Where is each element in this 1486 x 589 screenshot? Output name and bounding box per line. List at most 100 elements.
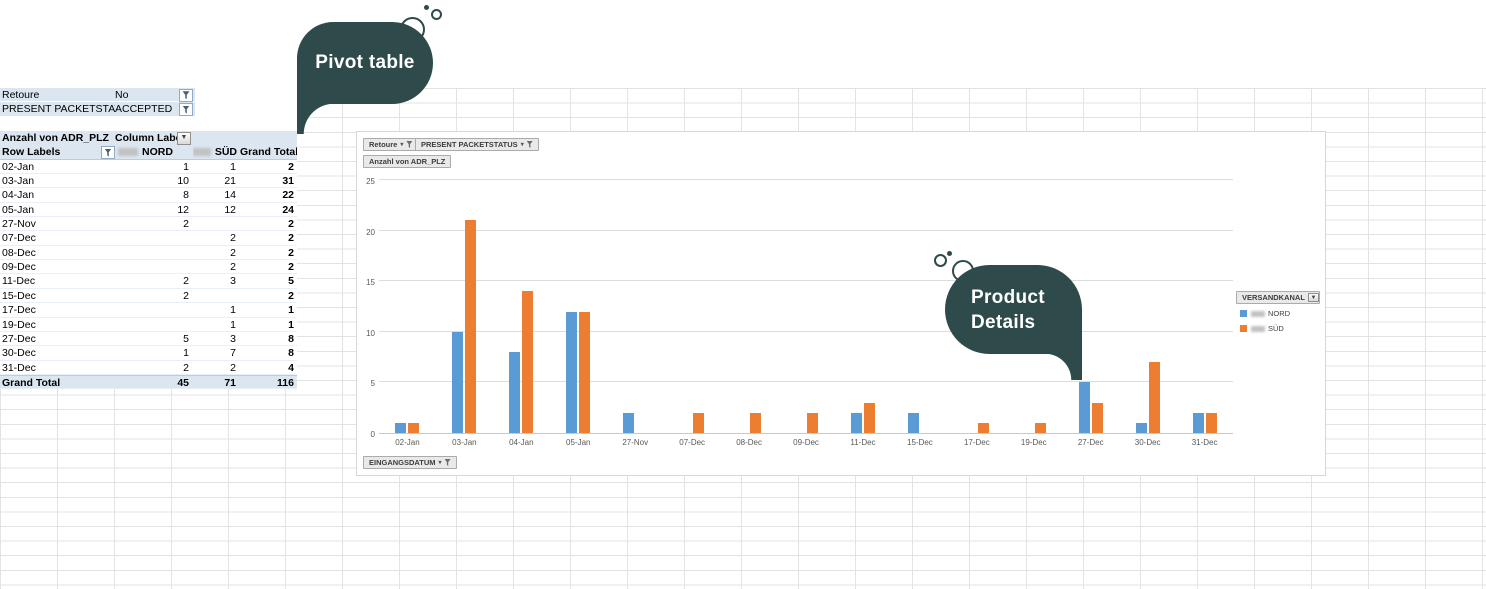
column-labels-header[interactable]: Column Labels bbox=[115, 132, 177, 145]
bar-SÜD-03-Jan[interactable] bbox=[465, 220, 477, 433]
sud-value-cell[interactable]: 1 bbox=[230, 304, 236, 317]
row-label-cell[interactable]: 27-Dec bbox=[2, 332, 36, 345]
bar-SÜD-09-Dec[interactable] bbox=[807, 412, 819, 433]
legend-field-button[interactable]: VERSANDKANAL ▼ bbox=[1236, 291, 1320, 304]
row-label-cell[interactable]: 17-Dec bbox=[2, 304, 36, 317]
row-label-cell[interactable]: 07-Dec bbox=[2, 232, 36, 245]
total-value-cell[interactable]: 2 bbox=[288, 232, 294, 245]
bar-SÜD-07-Dec[interactable] bbox=[693, 412, 705, 433]
filter-value[interactable]: No bbox=[115, 89, 129, 101]
total-value-cell[interactable]: 5 bbox=[288, 275, 294, 288]
total-value-cell[interactable]: 24 bbox=[282, 203, 294, 216]
sud-value-cell[interactable]: 2 bbox=[230, 361, 236, 374]
bar-SÜD-11-Dec[interactable] bbox=[863, 402, 875, 433]
bar-SÜD-05-Jan[interactable] bbox=[579, 311, 591, 433]
row-label-cell[interactable]: 03-Jan bbox=[2, 175, 35, 188]
row-label-cell[interactable]: 05-Jan bbox=[2, 203, 35, 216]
row-label-cell[interactable]: 15-Dec bbox=[2, 289, 36, 302]
total-value-cell[interactable]: 2 bbox=[288, 261, 294, 274]
sud-value-cell[interactable]: 1 bbox=[230, 160, 236, 173]
row-label-cell[interactable]: 30-Dec bbox=[2, 347, 36, 360]
row-label-cell[interactable]: 31-Dec bbox=[2, 361, 36, 374]
total-value-cell[interactable]: 31 bbox=[282, 175, 294, 188]
sud-value-cell[interactable]: 2 bbox=[230, 246, 236, 259]
bar-NORD-11-Dec[interactable] bbox=[850, 412, 862, 433]
filter-button[interactable] bbox=[179, 89, 193, 102]
legend-item-SÜD[interactable]: SÜD bbox=[1240, 324, 1284, 333]
row-label-cell[interactable]: 08-Dec bbox=[2, 246, 36, 259]
sud-value-cell[interactable]: 14 bbox=[224, 189, 236, 202]
sud-value-cell[interactable]: 21 bbox=[224, 175, 236, 188]
bar-SÜD-04-Jan[interactable] bbox=[522, 291, 534, 433]
bar-NORD-05-Jan[interactable] bbox=[566, 311, 578, 433]
total-value-cell[interactable]: 1 bbox=[288, 318, 294, 331]
total-value-cell[interactable]: 2 bbox=[288, 160, 294, 173]
nord-value-cell[interactable]: 2 bbox=[183, 218, 189, 231]
column-header-nord[interactable]: NORD bbox=[115, 145, 193, 158]
sud-value-cell[interactable]: 7 bbox=[230, 347, 236, 360]
bar-NORD-03-Jan[interactable] bbox=[452, 331, 464, 433]
total-value-cell[interactable]: 2 bbox=[288, 289, 294, 302]
nord-value-cell[interactable]: 2 bbox=[183, 289, 189, 302]
bar-SÜD-31-Dec[interactable] bbox=[1205, 412, 1217, 433]
nord-value-cell[interactable] bbox=[115, 303, 193, 316]
bar-NORD-15-Dec[interactable] bbox=[907, 412, 919, 433]
total-value-cell[interactable]: 8 bbox=[288, 332, 294, 345]
bar-NORD-30-Dec[interactable] bbox=[1135, 422, 1147, 433]
nord-value-cell[interactable] bbox=[115, 318, 193, 331]
total-value-cell[interactable]: 8 bbox=[288, 347, 294, 360]
nord-value-cell[interactable] bbox=[115, 231, 193, 244]
column-labels-dropdown[interactable]: ▼ bbox=[177, 132, 191, 145]
nord-value-cell[interactable]: 45 bbox=[177, 376, 189, 389]
column-header-sud[interactable]: SÜD bbox=[193, 145, 240, 158]
nord-value-cell[interactable]: 1 bbox=[183, 347, 189, 360]
chart-value-field-button[interactable]: Anzahl von ADR_PLZ bbox=[363, 155, 452, 168]
sud-value-cell[interactable]: 12 bbox=[224, 203, 236, 216]
sud-value-cell[interactable]: 3 bbox=[230, 332, 236, 345]
column-header-grand-total[interactable]: Grand Total bbox=[240, 146, 297, 159]
nord-value-cell[interactable]: 2 bbox=[183, 275, 189, 288]
row-label-cell[interactable]: Grand Total bbox=[2, 376, 61, 389]
chart-filter-button-retoure[interactable]: Retoure ▾ bbox=[363, 138, 419, 151]
total-value-cell[interactable]: 2 bbox=[288, 246, 294, 259]
total-value-cell[interactable]: 1 bbox=[288, 304, 294, 317]
row-label-cell[interactable]: 19-Dec bbox=[2, 318, 36, 331]
total-value-cell[interactable]: 22 bbox=[282, 189, 294, 202]
bar-SÜD-02-Jan[interactable] bbox=[408, 422, 420, 433]
nord-value-cell[interactable]: 10 bbox=[177, 175, 189, 188]
blank-row[interactable] bbox=[0, 116, 297, 132]
sud-value-cell[interactable]: 2 bbox=[230, 232, 236, 245]
total-value-cell[interactable]: 4 bbox=[288, 361, 294, 374]
bar-NORD-27-Nov[interactable] bbox=[623, 412, 635, 433]
nord-value-cell[interactable] bbox=[115, 260, 193, 273]
total-value-cell[interactable]: 2 bbox=[288, 218, 294, 231]
bar-SÜD-27-Dec[interactable] bbox=[1091, 402, 1103, 433]
bar-NORD-27-Dec[interactable] bbox=[1078, 382, 1090, 433]
bar-NORD-02-Jan[interactable] bbox=[395, 422, 407, 433]
sud-value-cell[interactable]: 1 bbox=[230, 318, 236, 331]
filter-value[interactable]: ACCEPTED bbox=[115, 103, 173, 116]
sud-value-cell[interactable] bbox=[193, 289, 240, 302]
bar-NORD-04-Jan[interactable] bbox=[509, 352, 521, 433]
nord-value-cell[interactable]: 1 bbox=[183, 160, 189, 173]
filter-field-label[interactable]: PRESENT PACKETSTATUS bbox=[2, 103, 115, 116]
sud-value-cell[interactable]: 3 bbox=[230, 275, 236, 288]
sud-value-cell[interactable]: 2 bbox=[230, 261, 236, 274]
bar-SÜD-19-Dec[interactable] bbox=[1034, 422, 1046, 433]
row-label-cell[interactable]: 02-Jan bbox=[2, 160, 35, 173]
bar-SÜD-08-Dec[interactable] bbox=[750, 412, 762, 433]
filter-button[interactable] bbox=[179, 103, 193, 116]
nord-value-cell[interactable]: 2 bbox=[183, 361, 189, 374]
bar-SÜD-17-Dec[interactable] bbox=[977, 422, 989, 433]
nord-value-cell[interactable]: 12 bbox=[177, 203, 189, 216]
chart-filter-button-packetstatus[interactable]: PRESENT PACKETSTATUS ▾ bbox=[415, 138, 539, 151]
sud-value-cell[interactable] bbox=[193, 217, 240, 230]
legend-item-NORD[interactable]: NORD bbox=[1240, 309, 1290, 318]
row-label-cell[interactable]: 04-Jan bbox=[2, 189, 35, 202]
bar-SÜD-30-Dec[interactable] bbox=[1148, 362, 1160, 433]
total-value-cell[interactable]: 116 bbox=[277, 376, 294, 389]
chart-axis-field-button[interactable]: EINGANGSDATUM ▾ bbox=[363, 456, 457, 469]
filter-field-label[interactable]: Retoure bbox=[2, 89, 40, 101]
sud-value-cell[interactable]: 71 bbox=[224, 376, 236, 389]
row-labels-header[interactable]: Row Labels bbox=[2, 146, 61, 159]
